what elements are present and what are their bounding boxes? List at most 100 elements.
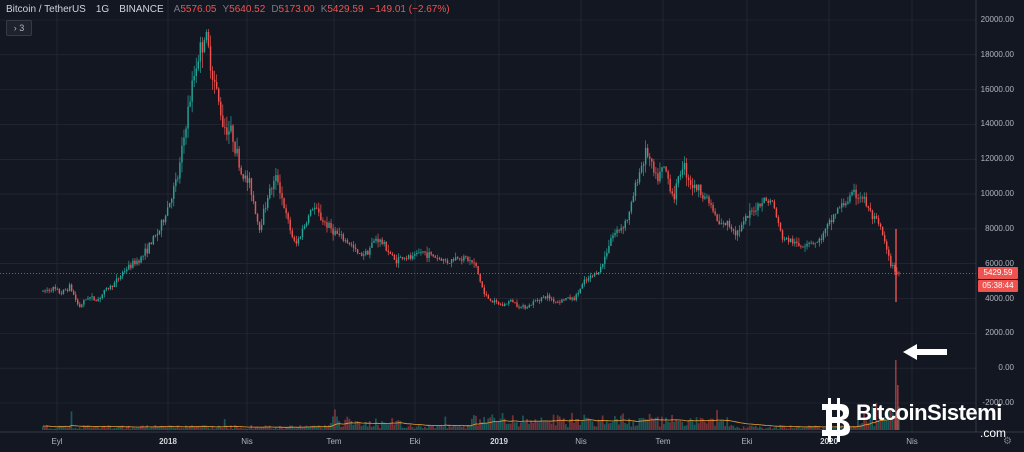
candle bbox=[187, 95, 189, 138]
volume-bar bbox=[291, 425, 293, 430]
candle bbox=[892, 262, 894, 269]
candle bbox=[305, 221, 308, 228]
volume-bar bbox=[544, 420, 547, 430]
volume-bar bbox=[499, 418, 502, 430]
interval[interactable]: 1G bbox=[95, 4, 110, 15]
volume-bar bbox=[436, 425, 439, 430]
volume-bar bbox=[248, 428, 251, 430]
candle bbox=[467, 256, 469, 263]
candle bbox=[730, 224, 733, 233]
candle bbox=[434, 254, 436, 258]
candle bbox=[816, 241, 818, 244]
volume-bar bbox=[875, 402, 878, 430]
candle bbox=[95, 299, 97, 302]
candle bbox=[173, 182, 175, 207]
volume-bar bbox=[129, 428, 132, 430]
candle bbox=[328, 221, 330, 228]
volume-bar bbox=[877, 420, 880, 430]
volume-bar bbox=[707, 419, 710, 430]
volume-bar bbox=[88, 427, 91, 430]
candle bbox=[757, 201, 759, 217]
volume-bar bbox=[191, 425, 193, 430]
gear-icon[interactable]: ⚙ bbox=[1003, 436, 1012, 447]
volume-bar bbox=[883, 417, 886, 430]
candle bbox=[58, 288, 61, 295]
legend-toggle-button[interactable]: › 3 bbox=[6, 20, 32, 36]
candle bbox=[614, 229, 616, 238]
candle bbox=[550, 296, 553, 302]
candle bbox=[340, 230, 342, 239]
volume-bar bbox=[677, 421, 680, 430]
volume-bar bbox=[703, 421, 706, 430]
time-tick-label: Nis bbox=[241, 437, 253, 446]
volume-bar bbox=[663, 423, 665, 430]
candle bbox=[824, 228, 827, 238]
candle bbox=[475, 261, 477, 268]
candle bbox=[275, 168, 277, 190]
volume-bar bbox=[763, 428, 765, 430]
volume-bar bbox=[278, 425, 281, 430]
candle bbox=[363, 251, 365, 260]
volume-bar bbox=[217, 425, 220, 430]
volume-bar bbox=[803, 427, 806, 430]
volume-bar bbox=[650, 417, 653, 430]
candle bbox=[338, 227, 340, 238]
volume-bar bbox=[562, 418, 565, 430]
volume-bar bbox=[691, 419, 694, 430]
candle bbox=[293, 235, 296, 243]
price-tick-label: 16000.00 bbox=[980, 84, 1014, 94]
candle bbox=[528, 303, 530, 309]
candle bbox=[432, 254, 434, 258]
candle bbox=[83, 299, 85, 308]
volume-bar bbox=[432, 425, 434, 430]
candle bbox=[593, 272, 596, 278]
candle bbox=[348, 242, 351, 246]
candle bbox=[510, 298, 512, 303]
volume-bar bbox=[444, 416, 447, 430]
candle bbox=[845, 200, 847, 208]
candle bbox=[379, 238, 381, 247]
candle bbox=[520, 306, 522, 309]
candle bbox=[538, 299, 541, 305]
volume-bar bbox=[548, 421, 551, 430]
volume-bar bbox=[295, 428, 298, 430]
candle bbox=[548, 293, 551, 302]
candle bbox=[495, 298, 498, 305]
volume-bar bbox=[70, 411, 73, 430]
symbol-name[interactable]: Bitcoin / TetherUS bbox=[6, 4, 86, 15]
volume-bar bbox=[873, 426, 876, 430]
candle bbox=[291, 227, 293, 239]
volume-histogram bbox=[42, 360, 900, 430]
volume-bar bbox=[370, 426, 373, 430]
volume-bar bbox=[785, 428, 788, 430]
volume-bar bbox=[832, 427, 835, 430]
candle bbox=[175, 172, 177, 192]
volume-bar bbox=[589, 419, 592, 430]
candle bbox=[681, 161, 684, 179]
candle bbox=[851, 189, 853, 197]
candle bbox=[191, 71, 193, 113]
volume-bar bbox=[685, 425, 688, 430]
price-tick-label: 4000.00 bbox=[985, 293, 1014, 303]
volume-bar bbox=[895, 412, 898, 430]
candle bbox=[565, 297, 567, 301]
candle bbox=[424, 251, 426, 256]
candle bbox=[42, 290, 44, 292]
volume-bar bbox=[607, 423, 610, 430]
candle bbox=[197, 55, 199, 72]
candle bbox=[156, 228, 159, 242]
candle bbox=[203, 37, 206, 53]
volume-bar bbox=[340, 426, 342, 430]
volume-bar bbox=[515, 422, 518, 430]
candle bbox=[60, 290, 63, 296]
candle bbox=[759, 203, 761, 209]
volume-bar bbox=[160, 425, 163, 430]
volume-bar bbox=[352, 424, 355, 430]
volume-bar bbox=[113, 427, 116, 430]
candle bbox=[158, 230, 161, 236]
volume-bar bbox=[58, 425, 61, 430]
volume-bar bbox=[321, 428, 324, 430]
volume-bar bbox=[387, 424, 389, 430]
price-tick-label: 2000.00 bbox=[985, 328, 1014, 338]
